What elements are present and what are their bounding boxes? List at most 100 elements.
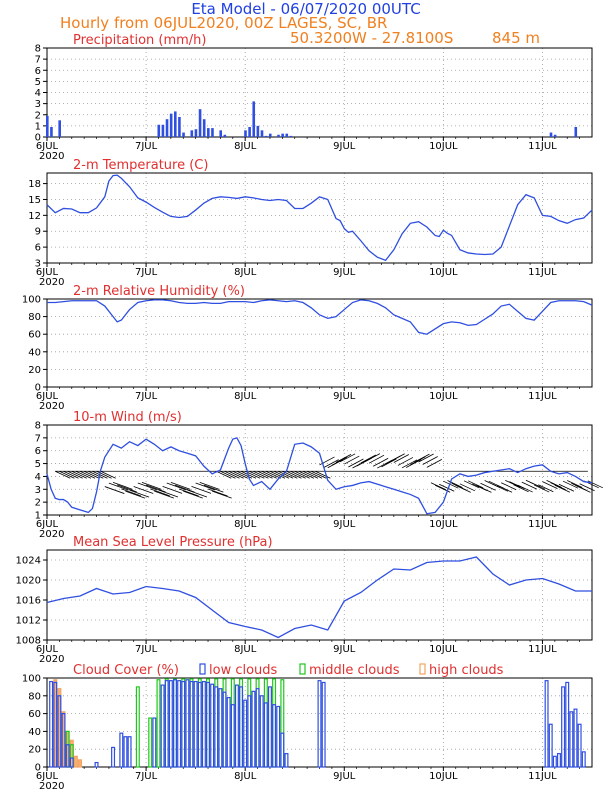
cloud-bar-low-clouds	[226, 696, 231, 768]
x-tick-label: 9JUL	[333, 141, 356, 152]
series-line	[46, 437, 593, 515]
precip-bar	[178, 116, 181, 137]
precip-bar	[58, 120, 61, 137]
y-tick-label: 40	[28, 727, 41, 738]
legend-label: high clouds	[429, 663, 504, 678]
wind-barb	[513, 484, 529, 493]
y-tick-label: 40	[28, 347, 41, 358]
x-tick-label: 10JUL	[429, 141, 458, 152]
x-tick-label: 10JUL	[429, 771, 458, 782]
wind-barb	[63, 470, 79, 479]
cloud-bar-low-clouds	[548, 723, 553, 768]
y-tick-label: 3	[35, 485, 41, 496]
y-tick-label: 2	[35, 498, 41, 509]
y-tick-label: 8	[35, 44, 41, 55]
y-tick-label: 6	[35, 243, 41, 254]
wind-barb	[249, 470, 265, 479]
x-tick-label: 7JUL	[135, 391, 158, 402]
y-tick-label: 4	[35, 472, 41, 483]
cloud-bar-low-clouds	[218, 688, 223, 768]
series-line	[46, 556, 592, 639]
wind-barb	[191, 485, 212, 494]
wind-barb	[558, 483, 575, 492]
precip-bar	[182, 132, 185, 137]
x-tick-label: 8JUL	[234, 644, 257, 655]
wind-barb	[112, 481, 133, 490]
cloud-bar-low-clouds	[276, 705, 281, 768]
precip-bar	[202, 119, 206, 137]
wind-barb	[166, 482, 187, 491]
wind-barb	[203, 484, 224, 493]
cloud-bar-low-clouds	[581, 751, 586, 768]
cloud-bar-low-clouds	[556, 753, 561, 768]
series-line	[47, 299, 593, 335]
x-tick-label: 8JUL	[234, 267, 257, 278]
precip-bar	[161, 124, 165, 137]
x-tick-label: 6JUL	[36, 644, 59, 655]
precip-bar	[289, 135, 293, 137]
wind-barb	[344, 455, 360, 465]
x-tick-label: 6JUL	[36, 519, 59, 530]
x-tick-label: 6JUL	[36, 141, 59, 152]
wind-barb	[253, 470, 269, 479]
y-tick-label: 0	[35, 763, 41, 774]
x-tick-label: 8JUL	[234, 519, 257, 530]
x-tick-label: 11JUL	[528, 644, 557, 655]
series-line	[46, 174, 593, 262]
cloud-bar-low-clouds	[193, 680, 198, 768]
wind-barb	[257, 470, 273, 479]
wind-barb	[348, 458, 364, 468]
x-tick-label: 7JUL	[135, 141, 158, 152]
wind-barb	[430, 482, 447, 491]
precip-bar	[574, 126, 578, 137]
wind-barb	[224, 470, 240, 479]
cloud-bar-low-clouds	[214, 686, 219, 768]
y-tick-label: 1008	[16, 636, 41, 647]
cloud-bar-low-clouds	[577, 723, 582, 768]
wind-barb	[137, 482, 158, 491]
wind-barb	[397, 457, 414, 466]
y-tick-label: 100	[22, 295, 41, 306]
wind-barb	[55, 470, 71, 479]
wind-barb	[422, 456, 438, 465]
panel-title: 2-m Relative Humidity (%)	[73, 284, 245, 299]
wind-barb	[108, 482, 129, 491]
x-tick-label: 7JUL	[135, 519, 158, 530]
x-tick-label: 6JUL	[36, 267, 59, 278]
cloud-bar-low-clouds	[119, 732, 124, 768]
x-tick-label: 9JUL	[333, 391, 356, 402]
cloud-bar-low-clouds	[251, 690, 256, 768]
wind-barb	[500, 482, 517, 491]
legend-label: middle clouds	[309, 663, 400, 678]
cloud-bar-low-clouds	[111, 746, 116, 768]
cloud-bar-low-clouds	[123, 736, 128, 768]
panel-4: 1 2 3 4 5 6 78 6JUL 7JUL 8JUL 9JUL 10JUL 11JUL 2020 10…	[35, 410, 604, 540]
wind-barb	[562, 480, 579, 489]
x-tick-label: 8JUL	[234, 391, 257, 402]
cloud-bar-low-clouds	[230, 704, 235, 768]
x-tick-label: 9JUL	[333, 644, 356, 655]
precip-bar	[277, 134, 280, 137]
cloud-bar-low-clouds	[201, 680, 206, 768]
chart-title: Eta Model - 06/07/2020 00UTC	[191, 0, 420, 18]
wind-barb	[59, 470, 75, 479]
precip-bar	[268, 133, 272, 137]
cloud-bar-low-clouds	[177, 680, 182, 768]
cloud-bar-low-clouds	[569, 711, 574, 768]
cloud-bar-middle-clouds	[148, 717, 153, 768]
precip-bar	[260, 130, 264, 137]
cloud-bar-low-clouds	[317, 680, 322, 768]
y-tick-label: 0	[35, 133, 41, 144]
x-tick-label: 11JUL	[528, 771, 557, 782]
cloud-bar-low-clouds	[127, 736, 132, 768]
wind-barb	[521, 481, 537, 490]
cloud-bar-high-clouds	[78, 759, 83, 768]
legend-swatch	[419, 663, 426, 675]
wind-barb	[315, 470, 331, 479]
wind-barb	[298, 470, 315, 479]
wind-barb	[286, 470, 302, 479]
wind-barb	[529, 481, 546, 490]
precip-bar	[219, 130, 223, 137]
cloud-bar-low-clouds	[573, 708, 578, 768]
